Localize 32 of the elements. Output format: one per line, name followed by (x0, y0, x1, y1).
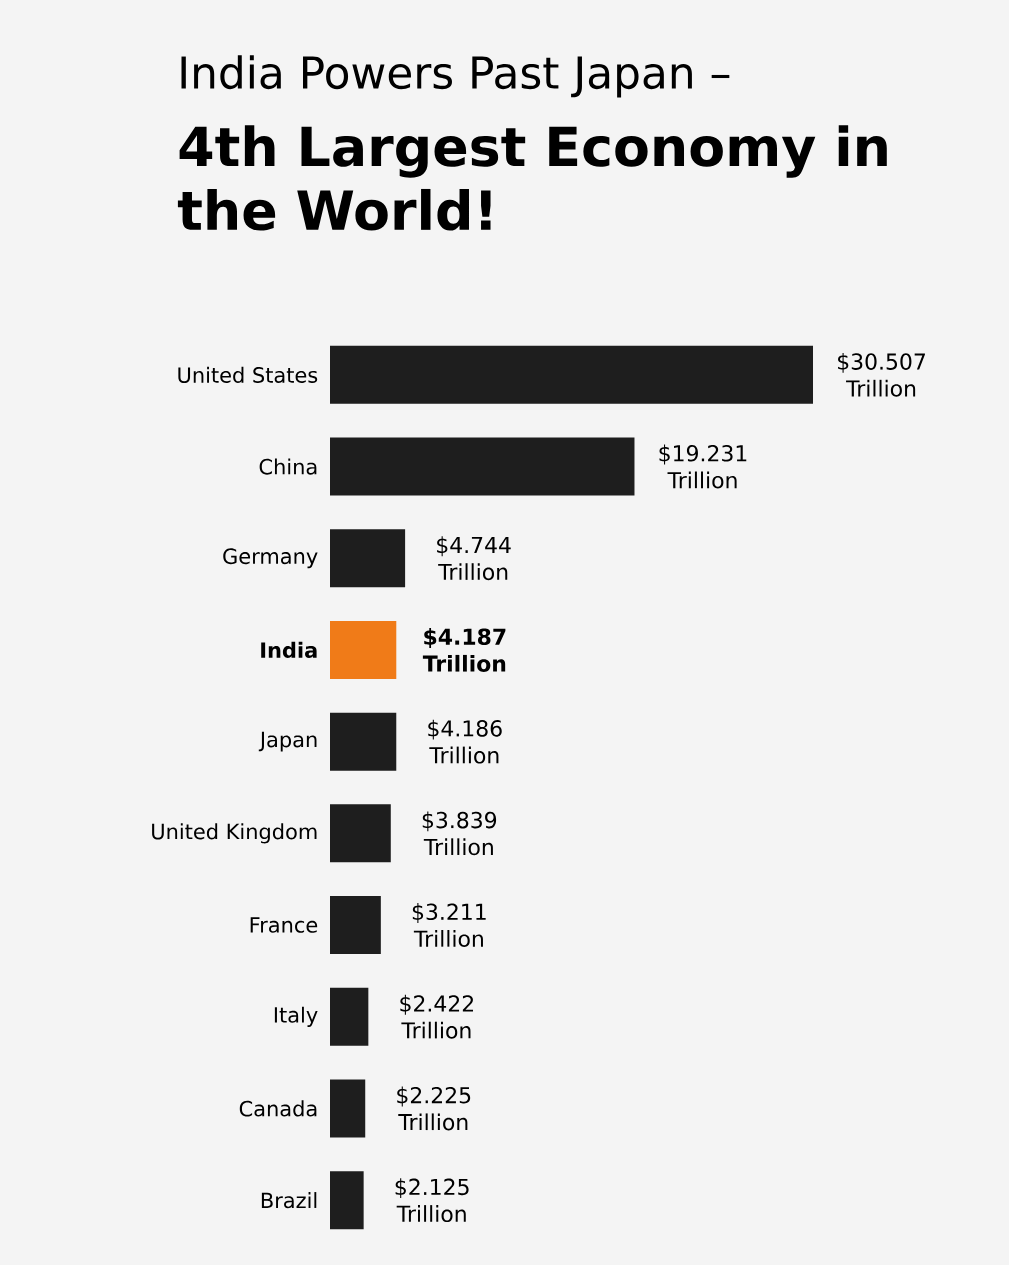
data-label: $2.225 Trillion (397, 1086, 471, 1131)
bar (330, 987, 369, 1046)
bar (330, 1079, 366, 1138)
bar (330, 620, 397, 679)
y-tick-label: Japan (258, 731, 317, 752)
y-tick-label: Italy (274, 1006, 318, 1027)
bar (330, 1171, 364, 1230)
bar (330, 529, 406, 588)
bar (330, 437, 635, 496)
y-tick-label: Brazil (261, 1192, 317, 1209)
y-tick-label: United States (178, 366, 318, 383)
y-tick-label: Germany (223, 548, 318, 569)
bar (330, 804, 391, 863)
data-label: $30.507 Trillion (838, 352, 925, 397)
bar (330, 896, 381, 955)
data-label: $3.211 Trillion (412, 903, 486, 947)
chart-subtitle: 4th Largest Economy in the World! (177, 125, 887, 231)
chart-title: India Powers Past Japan – (181, 55, 730, 98)
y-tick-label: United Kingdom (152, 823, 317, 844)
data-label: $4.186 Trillion (428, 719, 502, 764)
data-label: $4.744 Trillion (437, 536, 511, 581)
bar (330, 712, 397, 771)
y-tick-label: India (261, 641, 317, 659)
y-tick-label: Canada (239, 1100, 317, 1117)
bar (330, 345, 814, 404)
data-label: $19.231 Trillion (659, 444, 747, 489)
y-tick-label: China (259, 458, 317, 475)
data-label: $2.125 Trillion (395, 1178, 469, 1223)
y-tick-label: France (250, 917, 318, 933)
data-label: $3.839 Trillion (422, 811, 497, 856)
data-label: $2.422 Trillion (400, 994, 473, 1039)
data-label: $4.187 Trillion (422, 628, 506, 672)
